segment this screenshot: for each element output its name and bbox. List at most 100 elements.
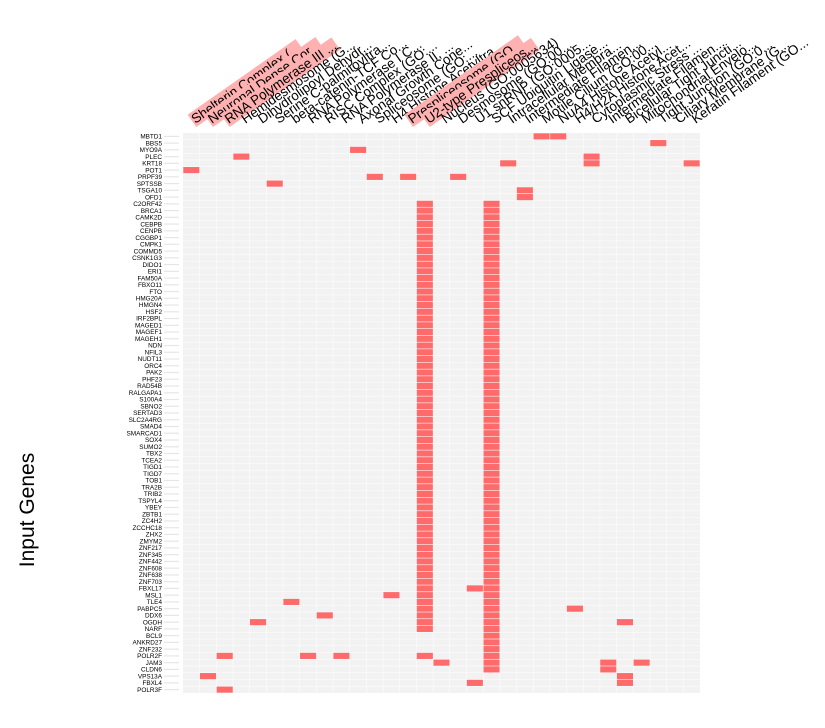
heatmap-cell: TIGD7 | U2-type Prespliceos... [416, 470, 433, 477]
heatmap-cell: JAM3 | Nucleus (GO:0005634) [433, 659, 450, 666]
heatmap-cell: SERTAD3 | SCF Ubiquitin Ligase... [483, 409, 500, 417]
y-axis-title: Input Genes [16, 453, 39, 567]
heatmap-cell: TLE4 | beta-catenin-TCF Co... [283, 598, 300, 605]
heatmap-cell: BCL9 | SCF Ubiquitin Ligase... [483, 632, 500, 639]
row-label: COMMD5 [134, 248, 163, 255]
heatmap-cell: CAMK2D | SCF Ubiquitin Ligase... [483, 214, 500, 221]
heatmap-cell: ZMYM2 | U2-type Prespliceos... [416, 538, 433, 545]
row-label: ZC4H2 [142, 518, 163, 525]
row-label: ORC4 [144, 363, 162, 370]
heatmap-cell: HMG20A | U2-type Prespliceos... [416, 295, 433, 302]
row-label: VPS13A [138, 673, 163, 680]
heatmap-cell: HSF2 | SCF Ubiquitin Ligase... [483, 308, 500, 315]
row-label: CENPB [140, 228, 162, 235]
heatmap-cell: MYO9A | Axonal Growth Cone... [350, 146, 367, 153]
row-label: NDN [148, 343, 162, 350]
heatmap-cell: TIGD1 | U2-type Prespliceos... [416, 463, 433, 471]
row-label: FAM50A [137, 275, 162, 282]
heatmap-cell: SBNO2 | U2-type Prespliceos... [416, 403, 433, 410]
heatmap-cell: POLR3F | RNA Polymerase III ... [216, 686, 233, 693]
heatmap-cell: SMARCAD1 | SCF Ubiquitin Ligase... [483, 430, 500, 437]
row-label: OFD1 [145, 194, 162, 201]
row-label: ZNF608 [139, 565, 163, 572]
heatmap-cell: OGDH | Dihydrolipoyl Dehydr... [250, 619, 267, 626]
heatmap-cell: CMPK1 | SCF Ubiquitin Ligase... [483, 241, 500, 248]
row-label: TRIB2 [144, 491, 163, 498]
heatmap-cell: TBX2 | U2-type Prespliceos... [416, 450, 433, 457]
heatmap-cell: PHF23 | SCF Ubiquitin Ligase... [483, 376, 500, 383]
heatmap-cell: S100A4 | SCF Ubiquitin Ligase... [483, 396, 500, 403]
heatmap-cell: TCEA2 | U2-type Prespliceos... [416, 457, 433, 464]
row-label: SMARCAD1 [126, 430, 162, 437]
heatmap-cell: C2ORF42 | SCF Ubiquitin Ligase... [483, 200, 500, 207]
heatmap-cell: BRCA1 | U2-type Prespliceos... [416, 207, 433, 214]
column-label-highlight [421, 37, 540, 128]
heatmap-cell: HSF2 | U2-type Prespliceos... [416, 308, 433, 315]
heatmap-cell: TRIB2 | U2-type Prespliceos... [416, 490, 433, 498]
row-label: NARF [145, 626, 162, 633]
row-label: CEBPB [140, 221, 162, 228]
heatmap-cell: ZNF442 | SCF Ubiquitin Ligase... [483, 558, 500, 565]
heatmap-cell: CEBPB | U2-type Prespliceos... [416, 221, 433, 228]
heatmap-cell: VPS13A | Neuronal Dense Cor... [199, 673, 217, 680]
heatmap-cell: ZMYM2 | SCF Ubiquitin Ligase... [483, 538, 500, 545]
heatmap-cell: PRPF39 | Prespliceosome (GO... [400, 173, 417, 180]
heatmap-cell: JAM3 | Intermediate Filamen... [600, 659, 617, 666]
row-label: CGGBP1 [135, 235, 162, 242]
heatmap-panel: MBTD1 | Motile Cilium (GO:00...MBTD1 | N… [183, 133, 700, 693]
heatmap-cell: ZNF217 | SCF Ubiquitin Ligase... [483, 544, 500, 552]
row-label: MSL1 [145, 592, 162, 599]
row-label: S100A4 [139, 397, 162, 404]
heatmap-cell: PABPC5 | U2-type Prespliceos... [416, 605, 433, 612]
heatmap-cell: CEBPB | SCF Ubiquitin Ligase... [483, 221, 500, 228]
heatmap-cell: CLDN6 | Intermediate Filamen... [600, 666, 617, 673]
heatmap-cell: CLDN6 | SCF Ubiquitin Ligase... [483, 666, 500, 673]
row-label: DIDO1 [142, 262, 162, 269]
heatmap-cell: PABPC5 | H4/H2A Histone Acet... [566, 605, 583, 612]
row-label: BRCA1 [141, 208, 163, 215]
row-label: CLDN6 [141, 667, 162, 674]
column-label-highlight [204, 36, 324, 128]
heatmap-cell: FTO | SCF Ubiquitin Ligase... [483, 288, 500, 295]
row-label: MYO9A [140, 147, 163, 154]
heatmap-cell: ZC4H2 | SCF Ubiquitin Ligase... [483, 517, 500, 525]
row-label: TSGA10 [137, 188, 162, 195]
row-label: RALGAPA1 [129, 390, 163, 397]
row-label: PRPF39 [138, 174, 163, 181]
row-label: DDX6 [145, 613, 162, 620]
heatmap-cell: SPTSSB | Serine C-palmitoyltra... [266, 180, 283, 187]
row-label: POT1 [145, 167, 162, 174]
heatmap-cell: FBXL17 | U2-type Prespliceos... [416, 585, 433, 592]
heatmap-cell: RALGAPA1 | SCF Ubiquitin Ligase... [483, 389, 500, 396]
row-label: ANKRD27 [133, 640, 163, 647]
heatmap-cell: NDN | SCF Ubiquitin Ligase... [483, 342, 500, 349]
heatmap-cell: MAGED1 | U2-type Prespliceos... [416, 322, 433, 329]
row-label: MBTD1 [140, 134, 162, 141]
heatmap-cell: FBXO11 | SCF Ubiquitin Ligase... [483, 281, 500, 288]
heatmap-cell: KRT18 | Cytoplasmic Stress ... [583, 160, 600, 167]
heatmap-cell: TLE4 | U2-type Prespliceos... [416, 598, 433, 605]
heatmap-cell: JAM3 | SCF Ubiquitin Ligase... [483, 659, 500, 666]
heatmap-cell: PAK2 | U2-type Prespliceos... [416, 369, 433, 376]
heatmap-cell: ZNF217 | U2-type Prespliceos... [416, 544, 433, 552]
row-label: ZNF232 [139, 646, 163, 653]
heatmap-cell: COMMD5 | U2-type Prespliceos... [416, 247, 433, 255]
row-label: PHF23 [142, 376, 162, 383]
heatmap-cell: CGGBP1 | U2-type Prespliceos... [416, 234, 433, 241]
heatmap-cell: CGGBP1 | SCF Ubiquitin Ligase... [483, 234, 500, 241]
row-label: TCEA2 [141, 457, 162, 464]
heatmap-cell: TRIB2 | SCF Ubiquitin Ligase... [483, 490, 500, 498]
heatmap-cell: DDX6 | SCF Ubiquitin Ligase... [483, 612, 500, 619]
heatmap-cell: S100A4 | U2-type Prespliceos... [416, 396, 433, 403]
heatmap-cell: KRT18 | Intracellular Membra... [500, 160, 517, 167]
row-label: PAK2 [146, 370, 162, 377]
heatmap-cell: RAD54B | U2-type Prespliceos... [416, 382, 433, 390]
heatmap-cell: COMMD5 | SCF Ubiquitin Ligase... [483, 247, 500, 255]
row-label: NUDT11 [138, 356, 163, 363]
row-label: ZCCHC18 [133, 525, 163, 532]
heatmap-cell: PRPF39 | Desmosome (GO:00... [450, 173, 467, 180]
heatmap-cell: ZNF608 | U2-type Prespliceos... [416, 565, 433, 572]
heatmap-cell: NDN | U2-type Prespliceos... [416, 342, 433, 349]
heatmap-cell: KRT18 | Keratin Filament (GO... [683, 160, 700, 167]
